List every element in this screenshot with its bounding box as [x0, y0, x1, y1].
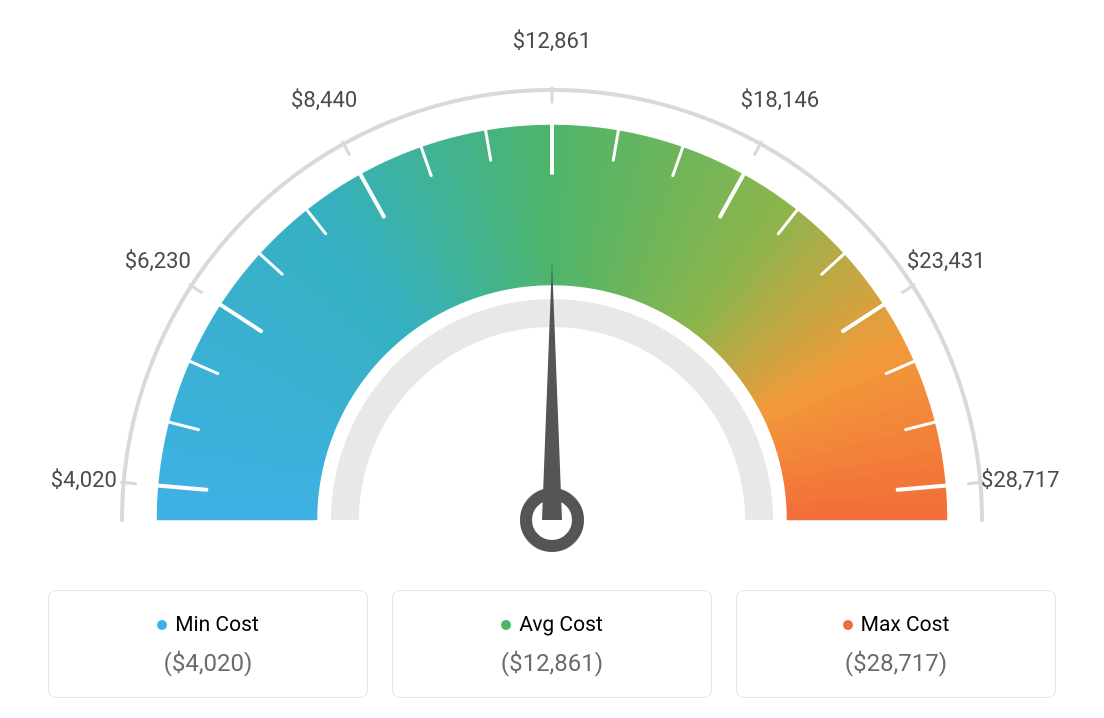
tick-label: $18,146 — [741, 88, 820, 113]
tick-label: $4,020 — [51, 468, 117, 493]
gauge-needle — [542, 260, 562, 520]
legend-max-title: Max Cost — [843, 613, 950, 637]
legend-max-value: ($28,717) — [845, 649, 947, 677]
tick-label: $6,230 — [125, 249, 191, 274]
legend-min-title: Min Cost — [157, 613, 259, 637]
cost-gauge-chart: $4,020 $6,230 $8,440 $12,861 $18,146 $23,431 $… — [20, 20, 1084, 698]
tick-label: $28,717 — [981, 468, 1060, 493]
tick-label: $23,431 — [907, 249, 986, 274]
legend-card-min: Min Cost ($4,020) — [48, 590, 368, 698]
legend-avg-label: Avg Cost — [519, 613, 603, 637]
legend-avg-value: ($12,861) — [501, 649, 603, 677]
legend-card-avg: Avg Cost ($12,861) — [392, 590, 712, 698]
dot-icon — [157, 620, 167, 630]
dot-icon — [843, 620, 853, 630]
legend-row: Min Cost ($4,020) Avg Cost ($12,861) Max… — [20, 590, 1084, 698]
legend-min-label: Min Cost — [175, 613, 259, 637]
dot-icon — [501, 620, 511, 630]
gauge-svg: $4,020 $6,230 $8,440 $12,861 $18,146 $23,431 $… — [20, 20, 1084, 560]
legend-card-max: Max Cost ($28,717) — [736, 590, 1056, 698]
legend-avg-title: Avg Cost — [501, 613, 603, 637]
legend-max-label: Max Cost — [861, 613, 950, 637]
legend-min-value: ($4,020) — [164, 649, 253, 677]
tick-label: $8,440 — [291, 88, 357, 113]
tick-label: $12,861 — [513, 29, 592, 54]
